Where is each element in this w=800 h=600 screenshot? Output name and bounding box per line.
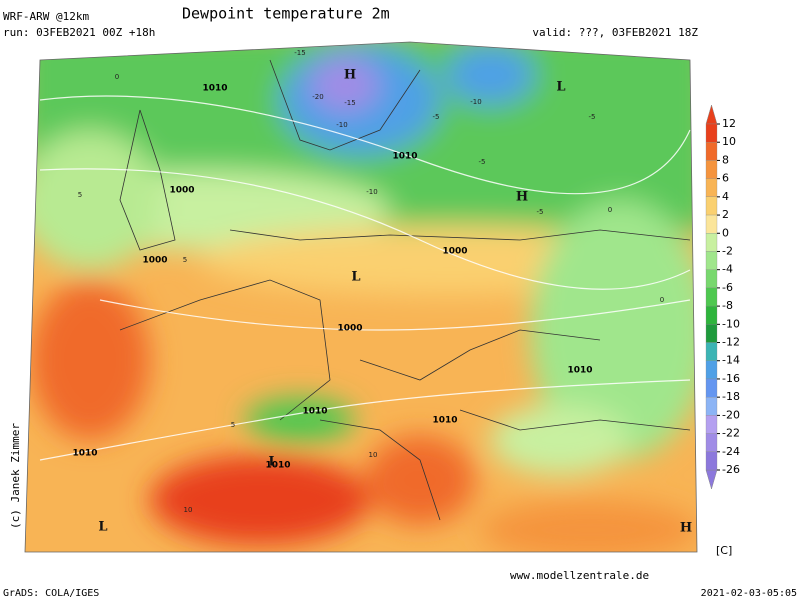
colorbar-tick-label: -2 [722,244,733,257]
contour-label: -10 [336,121,347,129]
pressure-center: L [268,455,277,470]
contour-label: -5 [537,208,544,216]
map-field [25,42,697,552]
contour-label: -5 [589,113,596,121]
colorbar-band [705,360,718,380]
pressure-center: L [351,270,360,285]
model-label: WRF-ARW @12km [3,10,89,23]
colorbar-tick-label: 8 [722,153,729,166]
colorbar-tick-label: 10 [722,135,736,148]
colorbar-band [705,451,718,471]
colorbar-band [705,123,718,143]
colorbar-tick-label: -12 [722,336,740,349]
contour-label: -10 [470,98,481,106]
contour-label: 10 [369,451,378,459]
colorbar-band [705,178,718,197]
colorbar-tick-label: 6 [722,172,729,185]
contour-label: -15 [344,99,355,107]
valid-label: valid: ???, 03FEB2021 18Z [532,26,698,39]
footer-left: GrADS: COLA/IGES [3,588,99,599]
colorbar-tick-label: -8 [722,299,733,312]
colorbar-tick-label: -6 [722,281,733,294]
colorbar-tick-label: -24 [722,445,740,458]
colorbar-top [705,104,718,125]
contour-label: 10 [184,506,193,514]
colorbar-band [705,342,718,361]
colorbar-tick-label: -10 [722,317,740,330]
pressure-center: H [344,68,356,83]
isobar-label: 1010 [302,407,327,417]
colorbar-band [705,397,718,416]
colorbar-tick-label: -26 [722,463,740,476]
contour-label: 0 [115,73,119,81]
colorbar-tick-label: -18 [722,390,740,403]
colorbar-tick-label: -4 [722,263,733,276]
colorbar-tick-label: -14 [722,354,740,367]
isobar-label: 1010 [567,366,592,376]
colorbar-unit: [C] [716,544,732,557]
contour-label: -20 [312,93,323,101]
colorbar-tick-label: 12 [722,117,736,130]
isobar-label: 1000 [442,247,467,257]
colorbar-band [705,196,718,216]
isobar-label: 1010 [265,461,290,471]
isobar-label: 1010 [202,84,227,94]
contour-label: 0 [608,206,612,214]
isobars [39,95,691,461]
colorbar-band [705,433,718,452]
colorbar-bottom [705,469,718,490]
colorbar-band [705,160,718,179]
contour-label: -5 [479,158,486,166]
footer-right: 2021-02-03-05:05 [701,588,797,599]
colorbar-band [705,142,718,161]
isobar-label: 1010 [432,416,457,426]
colorbar-band [705,415,718,434]
contour-label: 5 [231,421,235,429]
colorbar-band [705,251,718,270]
contour-label: 5 [183,256,187,264]
colorbar-tick-label: 0 [722,226,729,239]
website: www.modellzentrale.de [510,569,649,582]
colorbar-tick-label: 4 [722,190,729,203]
isobar-label: 1000 [337,324,362,334]
credit: (c) Janek Zimmer [9,423,22,529]
isobar-label: 1000 [169,186,194,196]
colorbar-tick-label: -20 [722,408,740,421]
pressure-center: L [556,80,565,95]
contour-label: 5 [78,191,82,199]
isobar-label: 1010 [392,152,417,162]
run-label: run: 03FEB2021 00Z +18h [3,26,155,39]
contour-label: -10 [366,188,377,196]
colorbar-tick-label: -16 [722,372,740,385]
borders [119,59,691,521]
colorbar-tick-label: -22 [722,427,740,440]
colorbar-tick-label: 2 [722,208,729,221]
contour-label: 0 [660,296,664,304]
pressure-center: H [680,521,692,536]
colorbar-band [705,233,718,252]
colorbar-band [705,287,718,307]
colorbar-band [705,269,718,289]
colorbar-band [705,305,718,325]
pressure-center: H [516,190,528,205]
colorbar-band [705,324,718,343]
chart-title: Dewpoint temperature 2m [182,5,390,23]
colorbar-band [705,378,718,398]
isobar-label: 1010 [72,449,97,459]
colorbar-band [705,214,718,234]
isobar-label: 1000 [142,256,167,266]
contour-label: -5 [433,113,440,121]
pressure-center: L [98,520,107,535]
contour-label: -15 [294,49,305,57]
